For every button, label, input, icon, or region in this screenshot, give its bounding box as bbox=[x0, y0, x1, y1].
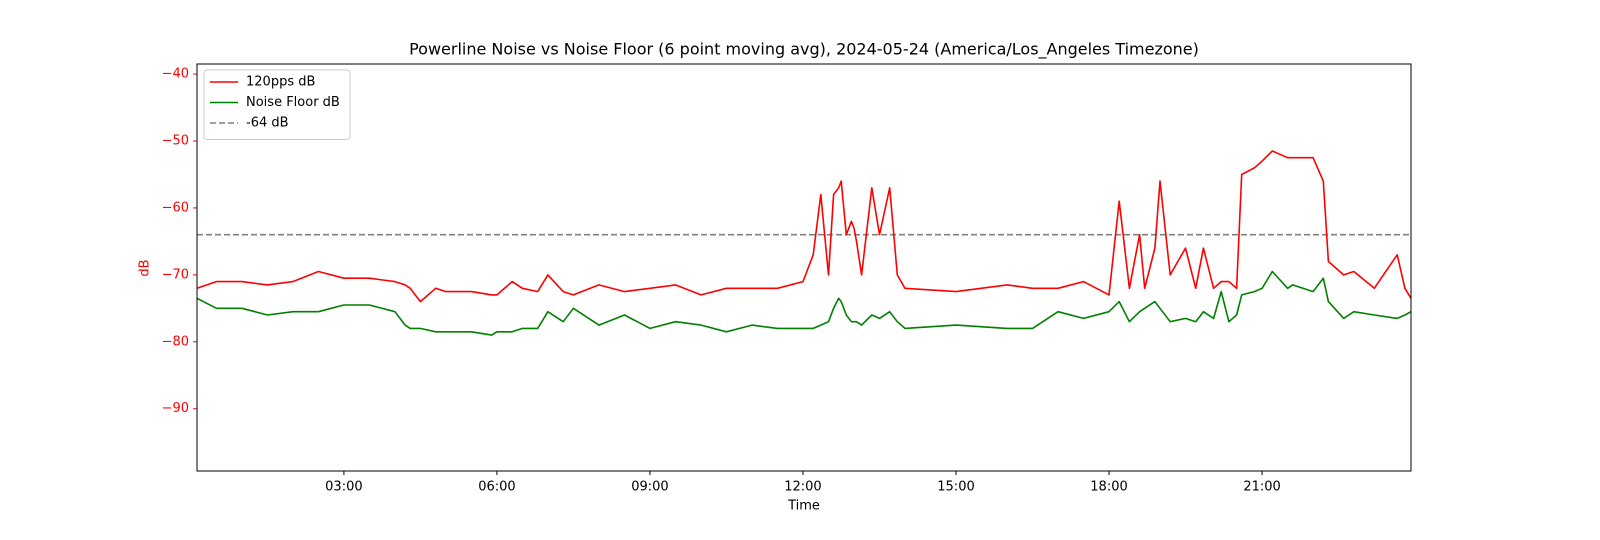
line-series bbox=[196, 150, 1412, 303]
chart-title: Powerline Noise vs Noise Floor (6 point … bbox=[409, 40, 1199, 60]
x-tick-label: 21:00 bbox=[1243, 480, 1280, 495]
x-tick-label: 09:00 bbox=[631, 480, 668, 495]
legend-label: 120pps dB bbox=[246, 75, 315, 90]
legend-label: Noise Floor dB bbox=[246, 95, 340, 110]
x-tick-label: 12:00 bbox=[784, 480, 821, 495]
y-tick-label: −70 bbox=[162, 267, 189, 282]
y-tick-label: −90 bbox=[162, 401, 189, 416]
plot-frame bbox=[196, 63, 1412, 472]
y-axis-label: dB bbox=[138, 259, 153, 276]
x-tick-label: 06:00 bbox=[478, 480, 515, 495]
line-series bbox=[196, 270, 1412, 336]
x-tick-label: 18:00 bbox=[1090, 480, 1127, 495]
x-axis-label: Time bbox=[787, 499, 820, 514]
x-tick-label: 03:00 bbox=[325, 480, 362, 495]
legend-label: -64 dB bbox=[246, 116, 289, 131]
y-tick-label: −50 bbox=[162, 133, 189, 148]
x-tick-label: 15:00 bbox=[937, 480, 974, 495]
legend-box bbox=[203, 69, 351, 140]
y-tick-label: −60 bbox=[162, 200, 189, 215]
y-tick-label: −80 bbox=[162, 334, 189, 349]
y-tick-label: −40 bbox=[162, 67, 189, 82]
